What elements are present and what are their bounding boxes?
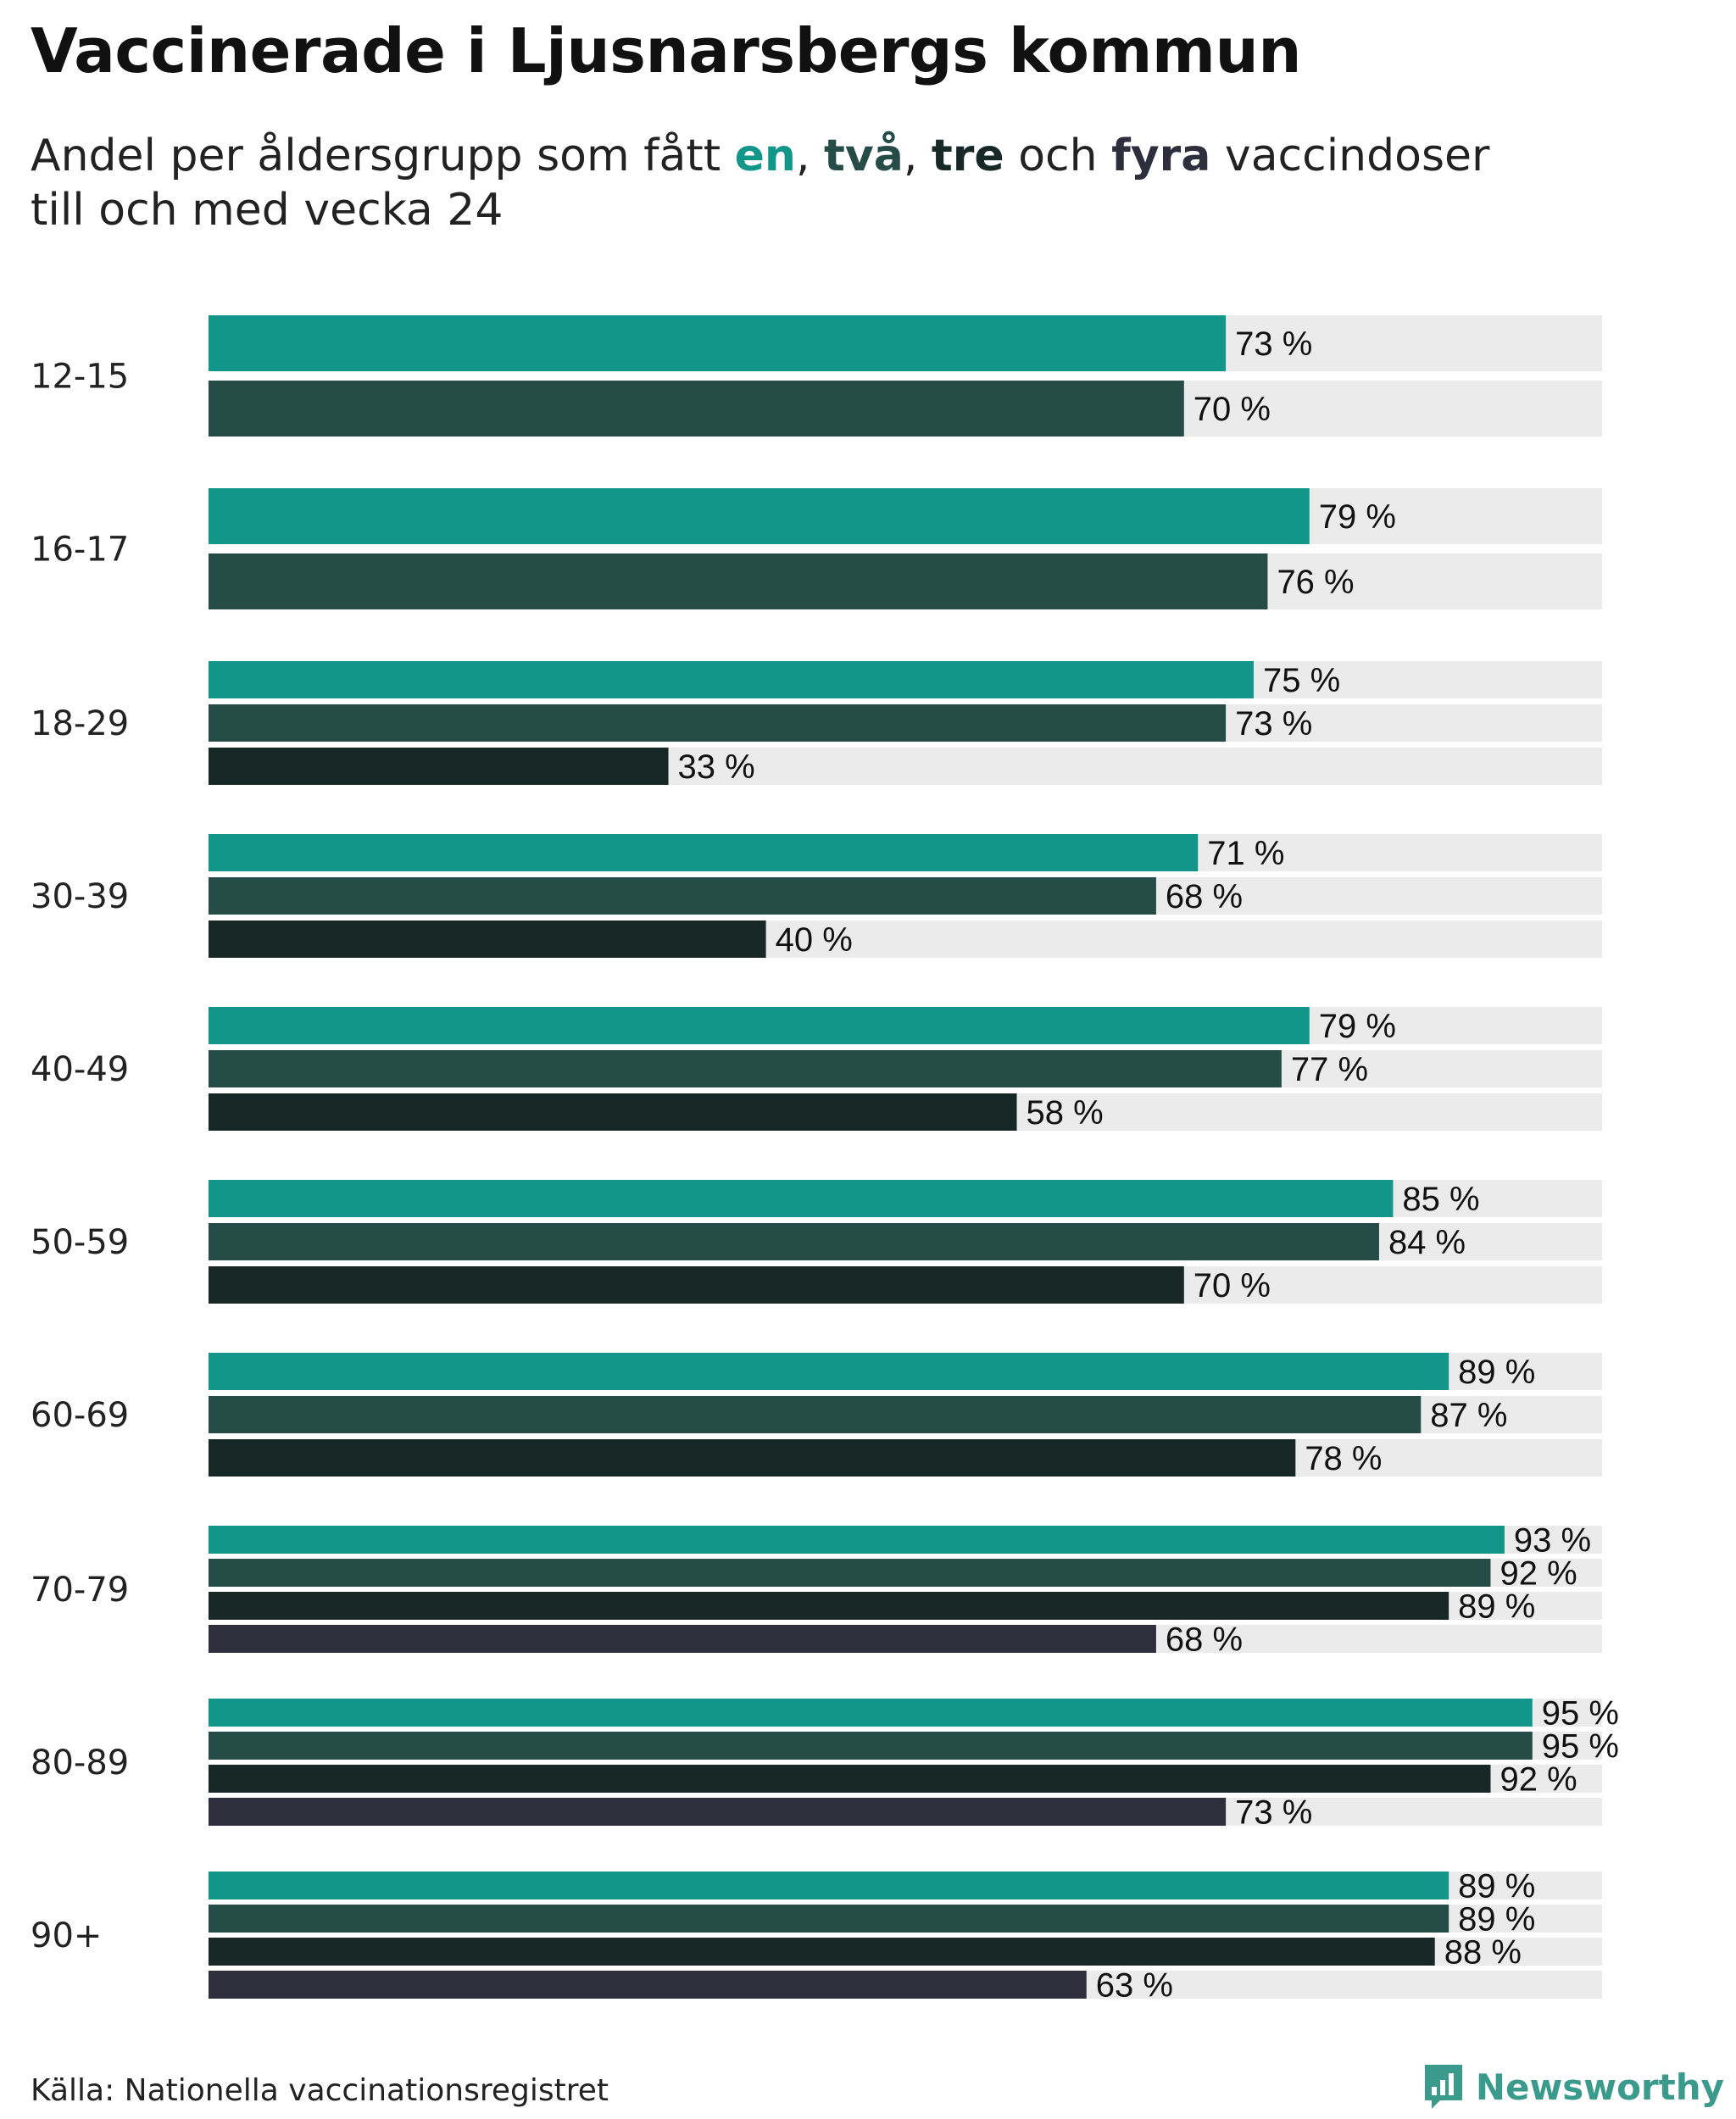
bar-dose-2 [209,877,1156,915]
subtitle-dose2: två [824,131,904,181]
subtitle-sep2: , [903,131,932,181]
value-label: 87 % [1430,1397,1507,1434]
bar-dose-4 [209,1625,1156,1653]
value-label: 79 % [1319,1008,1396,1045]
subtitle-dose4: fyra [1111,131,1211,181]
bar-dose-4 [209,1971,1087,1999]
subtitle-dose3: tre [931,131,1004,181]
bar-dose-1 [209,1353,1449,1390]
value-label: 40 % [776,921,853,959]
value-label: 95 % [1542,1728,1619,1766]
age-group-label: 12-15 [31,358,129,397]
value-label: 76 % [1277,564,1354,601]
bar-dose-3 [209,1592,1449,1620]
age-group-label: 80-89 [31,1744,129,1783]
bar-dose-2 [209,381,1184,437]
bar-dose-2 [209,1396,1422,1433]
chart-title: Vaccinerade i Ljusnarsbergs kommun [31,15,1301,86]
value-label: 89 % [1458,1868,1535,1905]
subtitle-suffix: vaccindoser [1210,131,1490,181]
value-label: 33 % [678,748,755,786]
value-label: 89 % [1458,1901,1535,1938]
bar-dose-3 [209,920,766,958]
subtitle-sep3: och [1004,131,1112,181]
age-group-label: 90+ [31,1916,102,1955]
value-label: 95 % [1542,1695,1619,1732]
bar-dose-3 [209,748,669,785]
value-label: 88 % [1444,1934,1522,1972]
age-group-label: 30-39 [31,877,129,916]
bar-dose-2 [209,1732,1533,1760]
bar-dose-1 [209,1526,1505,1554]
bar-dose-4 [209,1798,1227,1826]
value-label: 78 % [1305,1440,1382,1477]
bar-dose-2 [209,553,1268,609]
value-label: 77 % [1291,1051,1368,1088]
source-note: Källa: Nationella vaccinationsregistret [31,2073,609,2108]
bar-dose-2 [209,1905,1449,1933]
value-label: 58 % [1027,1094,1104,1132]
chart-subtitle: Andel per åldersgrupp som fått en, två, … [31,129,1641,237]
value-label: 73 % [1235,705,1312,742]
value-label: 84 % [1388,1224,1466,1261]
value-label: 79 % [1319,498,1396,536]
bar-dose-1 [209,661,1254,698]
bar-dose-3 [209,1765,1491,1793]
bar-dose-2 [209,704,1227,742]
bar-dose-3 [209,1439,1296,1477]
newsworthy-logo-icon [1424,2065,1462,2109]
value-label: 75 % [1263,662,1340,699]
brand-name: Newsworthy [1475,2066,1724,2108]
value-label: 70 % [1194,1267,1271,1304]
bar-dose-1 [209,1872,1449,1899]
bar-dose-3 [209,1266,1184,1304]
subtitle-line2: till och med vecka 24 [31,185,504,236]
subtitle-prefix: Andel per åldersgrupp som fått [31,131,735,181]
bar-dose-2 [209,1559,1491,1587]
age-group-label: 18-29 [31,704,129,743]
bar-dose-2 [209,1223,1379,1260]
value-label: 93 % [1514,1522,1591,1560]
age-group-label: 40-49 [31,1050,129,1089]
value-label: 89 % [1458,1354,1535,1391]
value-label: 92 % [1500,1555,1577,1593]
bar-chart: 12-15 73 % 70 % 16-17 79 % 76 % 18-29 75 % 73 % 3… [31,315,1619,2005]
bar-dose-3 [209,1093,1017,1131]
subtitle-sep1: , [795,131,825,181]
brand: Newsworthy [1422,2061,1724,2112]
bar-dose-1 [209,1180,1394,1217]
value-label: 85 % [1402,1181,1479,1218]
bar-dose-1 [209,834,1199,871]
value-label: 68 % [1166,878,1243,915]
bar-dose-2 [209,1050,1282,1087]
age-group-label: 50-59 [31,1223,129,1262]
value-label: 73 % [1235,325,1312,363]
value-label: 89 % [1458,1588,1535,1626]
bar-dose-1 [209,1699,1533,1727]
age-group-label: 70-79 [31,1571,129,1610]
bar-dose-1 [209,315,1227,371]
value-label: 70 % [1194,391,1271,428]
value-label: 73 % [1235,1794,1312,1832]
value-label: 68 % [1166,1621,1243,1659]
value-label: 63 % [1096,1967,1173,2005]
subtitle-dose1: en [734,131,796,181]
bar-dose-1 [209,1007,1310,1044]
bar-dose-1 [209,488,1310,544]
bar-dose-3 [209,1938,1435,1966]
value-label: 92 % [1500,1761,1577,1799]
value-label: 71 % [1207,835,1284,872]
age-group-label: 60-69 [31,1396,129,1435]
age-group-label: 16-17 [31,531,129,570]
